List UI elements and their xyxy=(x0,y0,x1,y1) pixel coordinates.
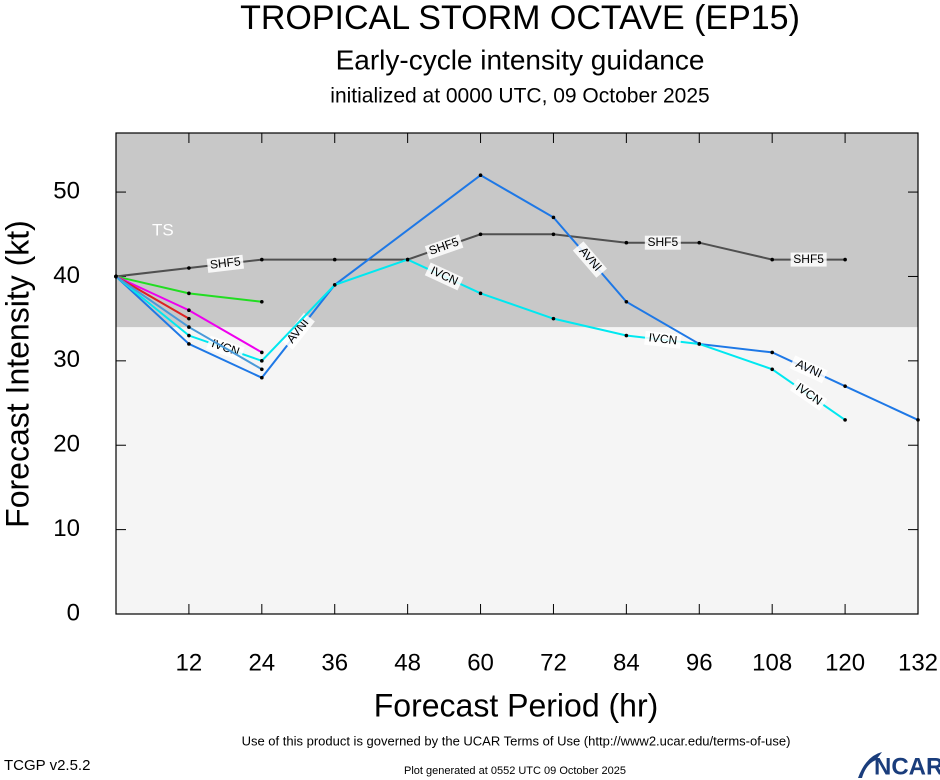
point xyxy=(770,257,774,262)
point xyxy=(187,316,191,321)
point xyxy=(332,257,337,262)
point xyxy=(187,325,191,329)
line-label-text: SHF5 xyxy=(209,254,241,271)
point xyxy=(478,291,483,296)
line-label-bg xyxy=(789,378,828,411)
x-tick-label: 36 xyxy=(321,649,348,676)
point xyxy=(697,240,702,245)
line-label: SHF5 xyxy=(790,252,827,267)
point xyxy=(551,215,556,220)
point xyxy=(260,367,264,372)
line-label-text: SHF5 xyxy=(793,252,824,266)
x-tick-label: 84 xyxy=(613,649,640,676)
y-tick-label: 0 xyxy=(67,599,80,626)
chart-subtitle: Early-cycle intensity guidance xyxy=(336,44,705,75)
point xyxy=(187,342,191,346)
x-tick-label: 96 xyxy=(686,649,713,676)
line-label: SHF5 xyxy=(644,235,681,250)
line-label-bg xyxy=(206,254,245,273)
logo: NCAR xyxy=(874,753,940,780)
line-label-text: IVCN xyxy=(648,330,678,347)
y-axis-label: Forecast Intensity (kt) xyxy=(0,220,35,528)
intensity-band xyxy=(116,133,918,328)
point xyxy=(551,316,556,321)
band-label: TS xyxy=(152,220,174,239)
point xyxy=(260,257,264,262)
line-label-bg xyxy=(790,252,827,267)
line-label: IVCN xyxy=(644,330,682,349)
x-tick-label: 48 xyxy=(394,649,421,676)
plot-area: TS 12 24 36 48 60 72 84 96 108 120 132 0 10 20 30 40 50 SH… xyxy=(53,132,938,676)
point xyxy=(187,333,191,338)
y-tick-label: 40 xyxy=(53,262,80,289)
point xyxy=(697,342,702,346)
point xyxy=(187,291,191,296)
y-tick-label: 20 xyxy=(53,431,80,458)
line-label-bg xyxy=(789,355,828,384)
point xyxy=(187,266,191,270)
point xyxy=(843,384,847,388)
point xyxy=(624,333,629,338)
point xyxy=(187,308,191,313)
point xyxy=(770,367,774,372)
chart-subtitle: initialized at 0000 UTC, 09 October 2025 xyxy=(330,85,709,108)
line-label-bg xyxy=(644,235,681,250)
x-axis-label: Forecast Period (hr) xyxy=(374,687,659,723)
point xyxy=(478,173,483,177)
point xyxy=(843,257,847,262)
x-tick-label: 24 xyxy=(248,649,275,676)
point xyxy=(478,232,483,237)
point xyxy=(770,350,774,355)
series-line xyxy=(115,275,190,320)
point xyxy=(260,375,264,380)
chart-title: TROPICAL STORM OCTAVE (EP15) xyxy=(240,0,800,37)
point xyxy=(332,283,337,287)
point xyxy=(260,359,264,363)
x-tick-label: 120 xyxy=(825,649,865,676)
x-tick-label: 132 xyxy=(898,649,938,676)
point xyxy=(260,350,264,355)
line-label-bg xyxy=(424,234,464,260)
logo-mark xyxy=(858,752,882,778)
footer: Use of this product is governed by the U… xyxy=(242,733,791,748)
y-tick-label: 30 xyxy=(53,346,80,373)
line-label: SHF5 xyxy=(206,254,245,273)
plot-frame xyxy=(115,132,919,615)
generated: Plot generated at 0552 UTC 09 October 20… xyxy=(404,765,626,777)
x-tick-label: 72 xyxy=(540,649,567,676)
point xyxy=(551,232,556,237)
line-label-bg xyxy=(644,330,682,349)
point xyxy=(624,240,629,245)
point xyxy=(843,418,847,422)
point xyxy=(405,257,410,262)
x-tick-label: 60 xyxy=(467,649,494,676)
line-label-bg xyxy=(281,312,315,350)
x-tick-label: 108 xyxy=(752,649,792,676)
point xyxy=(624,299,629,304)
line-label-bg xyxy=(572,241,607,278)
line-label-text: SHF5 xyxy=(647,235,678,249)
x-tick-label: 12 xyxy=(176,649,203,676)
y-tick-label: 10 xyxy=(53,515,80,542)
line-label-bg xyxy=(424,262,464,291)
y-tick-label: 50 xyxy=(53,177,80,204)
version: TCGP v2.5.2 xyxy=(4,757,90,774)
point xyxy=(260,299,264,304)
